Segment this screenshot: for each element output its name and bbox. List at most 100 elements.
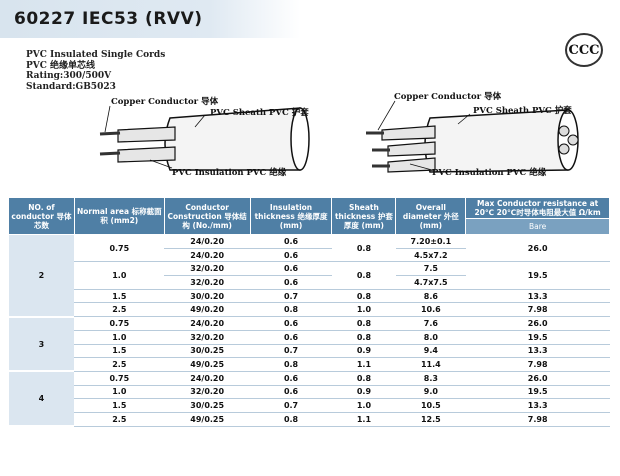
cell-diameter: 4.5x7.2 [395, 248, 466, 263]
cell-construction: 49/0.25 [164, 412, 251, 427]
table-row: 4 0.75 24/0.20 0.6 0.8 8.3 26.0 [8, 371, 610, 428]
left-insulation-1 [117, 126, 176, 143]
cell-insulation: 0.7 [250, 344, 332, 359]
table-row: 3 0.75 24/0.20 0.6 0.8 7.6 26.0 [8, 316, 610, 373]
cell-area: 0.75 [74, 234, 165, 263]
cell-cores: 4 [8, 371, 75, 428]
right-insulation-2 [387, 141, 436, 157]
table-row: 1.5 30/0.25 0.7 1.0 10.5 13.3 [9, 398, 610, 413]
spec-name-cn: PVC 绝缘单芯线 [26, 60, 96, 71]
cell-sheath: 0.8 [331, 330, 396, 345]
cell-resistance: 7.98 [465, 302, 610, 318]
right-core-end-2 [567, 134, 579, 146]
cell-diameter: 8.0 [395, 330, 466, 345]
cell-resistance: 7.98 [465, 412, 610, 427]
table-row: 1.5 30/0.20 0.7 0.8 8.6 13.3 [9, 289, 610, 304]
cable-diagrams: Copper Conductor 导体 PVC Sheath PVC 护套 PV… [99, 91, 579, 178]
cell-diameter: 9.4 [395, 344, 466, 359]
cell-construction: 24/0.20 [164, 234, 251, 249]
cell-insulation: 0.6 [250, 316, 332, 331]
table-row: 2 0.75 24/0.20 0.6 0.8 7.20±0.1 26.0 [8, 234, 610, 318]
cell-construction: 30/0.20 [164, 289, 251, 304]
cell-resistance: 13.3 [465, 289, 610, 304]
ccc-certification-logo: CCC [565, 33, 603, 67]
header-sheath: Sheath thickness 护套厚度 (mm) [331, 197, 397, 235]
cell-insulation: 0.8 [250, 357, 332, 372]
left-sheath-end [290, 107, 310, 171]
cell-sheath: 1.1 [331, 412, 396, 427]
cell-area: 2.5 [74, 412, 165, 427]
cell-sheath: 0.8 [331, 371, 396, 386]
right-sheath [424, 109, 575, 173]
spec-table: NO. of conductor 导体芯数 Normal area 标称截面积 … [8, 197, 610, 428]
cell-sheath: 0.9 [331, 385, 396, 400]
table-row: 2.5 49/0.25 0.8 1.1 12.5 7.98 [9, 412, 610, 427]
cell-sheath: 1.1 [331, 357, 396, 372]
header-area: Normal area 标称截面积 (mm2) [73, 197, 165, 235]
cell-cores: 2 [8, 234, 75, 318]
right-insulation-3 [387, 157, 436, 173]
cell-area: 1.5 [74, 344, 165, 359]
spec-standard: Standard:GB5023 [26, 81, 116, 92]
two-core-cable-diagram [99, 105, 310, 171]
cell-construction: 24/0.20 [164, 371, 251, 386]
cell-construction: 24/0.20 [164, 316, 251, 331]
cell-diameter: 7.20±0.1 [395, 234, 466, 249]
cell-resistance: 19.5 [465, 385, 610, 400]
title-bar [0, 0, 300, 38]
right-sheath-label: PVC Sheath PVC 护套 [473, 105, 572, 116]
three-core-cable-diagram [366, 100, 579, 173]
cell-area: 1.5 [74, 289, 165, 304]
cell-area: 1.5 [74, 398, 165, 413]
left-insulation-label: PVC Insulation PVC 绝缘 [172, 167, 287, 178]
cell-insulation: 0.6 [250, 385, 332, 400]
cell-resistance: 7.98 [465, 357, 610, 372]
cell-construction: 32/0.20 [164, 385, 251, 400]
cell-sheath: 0.8 [331, 261, 396, 290]
cell-cores: 3 [8, 316, 75, 373]
cell-insulation: 0.6 [250, 275, 332, 290]
right-conductor-label: Copper Conductor 导体 [394, 91, 502, 102]
cell-sheath: 1.0 [331, 398, 396, 413]
header-resistance: Max Conductor resistance at 20℃ 20℃时导体电阻… [465, 197, 610, 219]
right-insulation-1 [381, 125, 436, 141]
cell-sheath: 0.9 [331, 344, 396, 359]
left-insulation-2 [117, 146, 176, 163]
cell-sheath: 1.0 [331, 302, 396, 318]
cell-resistance: 26.0 [465, 316, 610, 331]
cell-area: 0.75 [74, 371, 165, 386]
cell-resistance: 26.0 [465, 371, 610, 386]
table-row: 32/0.20 0.6 4.7x7.5 [9, 275, 610, 290]
cell-area: 2.5 [74, 302, 165, 318]
cell-area: 1.0 [74, 261, 165, 290]
cell-insulation: 0.6 [250, 248, 332, 263]
cell-diameter: 7.6 [395, 316, 466, 331]
cell-sheath: 0.8 [331, 234, 396, 263]
cell-diameter: 7.5 [395, 261, 466, 277]
table-row: 1.0 32/0.20 0.6 0.8 7.5 19.5 [9, 261, 610, 290]
cell-area: 1.0 [74, 330, 165, 345]
cell-diameter: 10.6 [395, 302, 466, 318]
cell-diameter: 4.7x7.5 [395, 275, 466, 290]
cell-construction: 24/0.20 [164, 248, 251, 263]
cell-area: 2.5 [74, 357, 165, 372]
spec-name-en: PVC Insulated Single Cords [26, 50, 166, 60]
cell-insulation: 0.6 [250, 261, 332, 277]
cell-diameter: 11.4 [395, 357, 466, 372]
cable-specs: PVC Insulated Single Cords PVC 绝缘单芯线 Rat… [26, 50, 165, 92]
cell-area: 0.75 [74, 316, 165, 331]
right-core-end-3 [558, 143, 570, 155]
cell-resistance: 13.3 [465, 344, 610, 359]
table-row: 2.5 49/0.20 0.8 1.0 10.6 7.98 [9, 302, 610, 318]
left-sheath-label: PVC Sheath PVC 护套 [210, 107, 309, 118]
table-row: 2.5 49/0.25 0.8 1.1 11.4 7.98 [9, 357, 610, 372]
table-row: 1.0 32/0.20 0.6 0.8 8.0 19.5 [9, 330, 610, 345]
table-row: 1.5 30/0.25 0.7 0.9 9.4 13.3 [9, 344, 610, 359]
left-conductor-label: Copper Conductor 导体 [111, 96, 219, 107]
cell-insulation: 0.6 [250, 371, 332, 386]
cell-area: 1.0 [74, 385, 165, 400]
cell-diameter: 12.5 [395, 412, 466, 427]
cell-diameter: 10.5 [395, 398, 466, 413]
cell-construction: 49/0.25 [164, 357, 251, 372]
cell-insulation: 0.8 [250, 302, 332, 318]
